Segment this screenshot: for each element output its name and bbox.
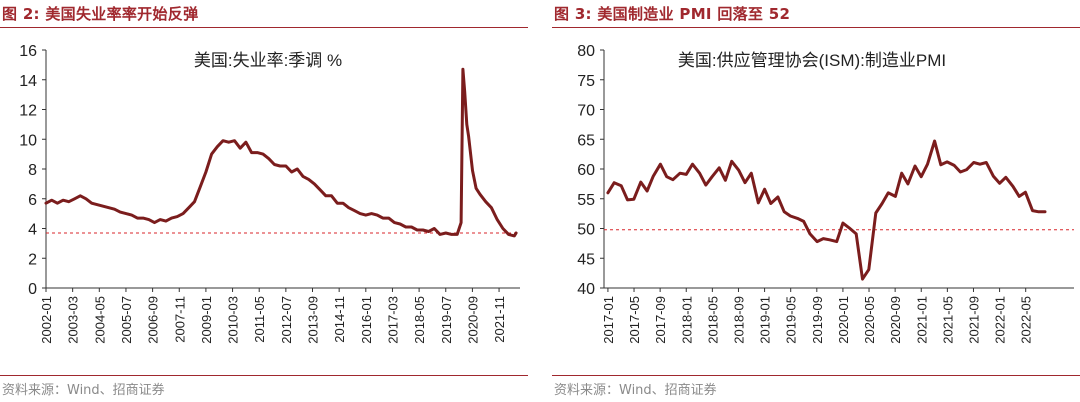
y-tick-label: 40 <box>577 281 595 298</box>
x-tick-label: 2018-09 <box>731 296 746 344</box>
x-tick-label: 2021-01 <box>914 296 929 344</box>
x-tick-label: 2005-07 <box>119 296 134 344</box>
x-tick-label: 2021-09 <box>966 296 981 344</box>
x-tick-label: 2017-05 <box>627 296 642 344</box>
x-tick-label: 2019-09 <box>810 296 825 344</box>
y-tick-label: 80 <box>577 43 595 60</box>
x-tick-label: 2017-09 <box>653 296 668 344</box>
y-tick-label: 55 <box>577 192 595 209</box>
x-tick-label: 2019-01 <box>758 296 773 344</box>
x-tick-label: 2018-05 <box>412 296 427 344</box>
x-tick-label: 2016-01 <box>359 296 374 344</box>
x-tick-label: 2009-01 <box>199 296 214 344</box>
y-tick-label: 70 <box>577 103 595 120</box>
y-tick-label: 65 <box>577 132 595 149</box>
x-tick-label: 2019-05 <box>784 296 799 344</box>
source-rule <box>552 375 1080 376</box>
x-tick-label: 2002-01 <box>39 296 54 344</box>
x-tick-label: 2018-01 <box>679 296 694 344</box>
x-tick-label: 2010-03 <box>226 296 241 344</box>
y-tick-label: 2 <box>28 251 37 268</box>
y-tick-label: 60 <box>577 162 595 179</box>
figure-3-panel: 图 3: 美国制造业 PMI 回落至 52 40 45 50 55 60 65 70 75 80… <box>552 0 1080 402</box>
series-line <box>44 67 518 238</box>
y-tick-label: 12 <box>19 103 37 120</box>
x-tick-label: 2022-01 <box>993 296 1008 344</box>
y-tick-label: 16 <box>19 43 37 60</box>
series-line <box>606 139 1047 281</box>
y-tick-label: 45 <box>577 251 595 268</box>
chart-title: 美国:供应管理协会(ISM):制造业PMI <box>678 51 946 70</box>
source-note: 资料来源：Wind、招商证券 <box>2 383 165 398</box>
x-tick-label: 2017-03 <box>385 296 400 344</box>
x-tick-label: 2022-05 <box>1019 296 1034 344</box>
y-tick-label: 4 <box>28 222 37 239</box>
x-tick-label: 2020-01 <box>836 296 851 344</box>
x-tick-label: 2006-09 <box>146 296 161 344</box>
y-tick-label: 0 <box>28 281 37 298</box>
title-rule <box>0 27 528 28</box>
y-tick-label: 6 <box>28 192 37 209</box>
y-tick-label: 50 <box>577 222 595 239</box>
x-tick-label: 2017-01 <box>601 296 616 344</box>
x-tick-label: 2018-05 <box>705 296 720 344</box>
title-rule <box>552 27 1080 28</box>
y-tick-label: 10 <box>19 132 37 149</box>
x-tick-label: 2020-09 <box>888 296 903 344</box>
x-tick-label: 2007-11 <box>172 296 187 343</box>
x-tick-label: 2014-11 <box>332 296 347 343</box>
figure-title: 图 3: 美国制造业 PMI 回落至 52 <box>554 5 791 23</box>
x-tick-label: 2013-09 <box>306 296 321 344</box>
y-tick-label: 8 <box>28 162 37 179</box>
y-tick-label: 14 <box>19 73 37 90</box>
x-tick-label: 2012-07 <box>279 296 294 344</box>
x-tick-label: 2003-03 <box>66 296 81 344</box>
y-tick-label: 75 <box>577 73 595 90</box>
x-tick-label: 2021-05 <box>940 296 955 344</box>
x-tick-label: 2019-07 <box>439 296 454 344</box>
unemployment-line-chart: 0 2 4 6 8 10 12 14 16 2002-01 2003-03 2004-05 2005-0… <box>19 43 520 344</box>
source-rule <box>0 375 528 376</box>
x-tick-label: 2011-05 <box>252 296 267 343</box>
figure-2-panel: 图 2: 美国失业率率开始反弹 0 2 4 6 8 10 12 14 16 2002-01 2003… <box>0 0 528 402</box>
x-tick-label: 2004-05 <box>92 296 107 344</box>
x-tick-label: 2020-05 <box>862 296 877 344</box>
x-tick-label: 2020-09 <box>465 296 480 344</box>
source-note: 资料来源：Wind、招商证券 <box>554 383 717 398</box>
chart-title: 美国:失业率:季调 % <box>194 51 342 70</box>
figure-title: 图 2: 美国失业率率开始反弹 <box>2 5 199 23</box>
x-tick-label: 2021-11 <box>492 296 507 343</box>
pmi-line-chart: 40 45 50 55 60 65 70 75 80 2017-01 2017-05 2017-09 2… <box>577 43 1074 344</box>
